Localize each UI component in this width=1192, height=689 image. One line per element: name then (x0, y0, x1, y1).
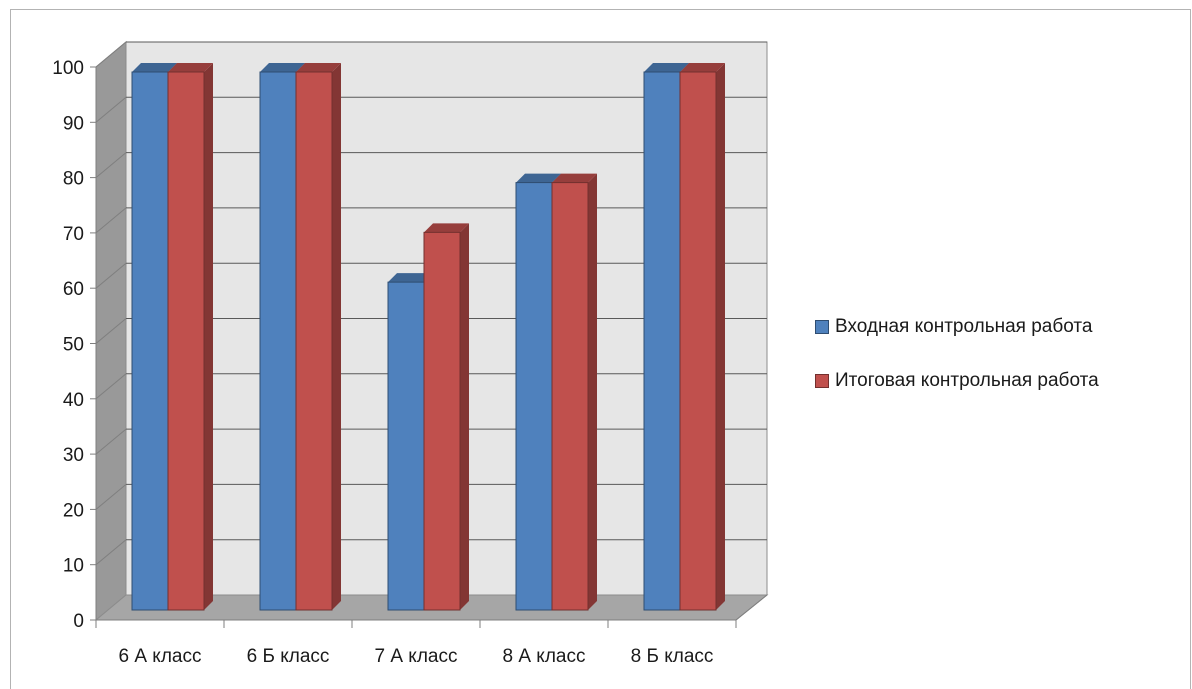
bar-final-test (552, 183, 588, 610)
legend-label: Входная контрольная работа (835, 316, 1092, 338)
x-tick-label: 6 Б класс (247, 646, 330, 667)
y-tick-label: 70 (63, 224, 84, 245)
legend-swatch-blue (815, 320, 829, 334)
bar-side-red (460, 223, 469, 610)
legend-swatch-red (815, 374, 829, 388)
legend-item-series-2: Итоговая контрольная работа (815, 366, 1099, 396)
y-tick-label: 10 (63, 556, 84, 577)
y-tick-label: 90 (63, 113, 84, 134)
bar-final-test (424, 232, 460, 610)
bar-side-red (204, 63, 213, 610)
x-tick-label: 8 А класс (503, 646, 586, 667)
y-tick-label: 100 (52, 58, 84, 79)
bar-input-test (132, 72, 168, 610)
bar-input-test (260, 72, 296, 610)
y-tick-label: 50 (63, 335, 84, 356)
x-tick-label: 6 А класс (119, 646, 202, 667)
x-tick-label: 8 Б класс (631, 646, 714, 667)
y-tick-label: 40 (63, 390, 84, 411)
bar-side-red (332, 63, 341, 610)
x-tick-label: 7 А класс (375, 646, 458, 667)
bar-input-test (644, 72, 680, 610)
bar-input-test (516, 183, 552, 610)
legend-item-series-1: Входная контрольная работа (815, 312, 1099, 342)
legend: Входная контрольная работа Итоговая конт… (815, 312, 1099, 420)
y-tick-label: 30 (63, 445, 84, 466)
bar-input-test (388, 282, 424, 610)
bar-side-red (716, 63, 725, 610)
y-tick-label: 0 (73, 611, 84, 632)
y-tick-label: 60 (63, 279, 84, 300)
bar-final-test (168, 72, 204, 610)
legend-label: Итоговая контрольная работа (835, 370, 1099, 392)
bar-final-test (680, 72, 716, 610)
bar-side-red (588, 174, 597, 610)
y-tick-label: 20 (63, 500, 84, 521)
bar-final-test (296, 72, 332, 610)
y-tick-label: 80 (63, 169, 84, 190)
